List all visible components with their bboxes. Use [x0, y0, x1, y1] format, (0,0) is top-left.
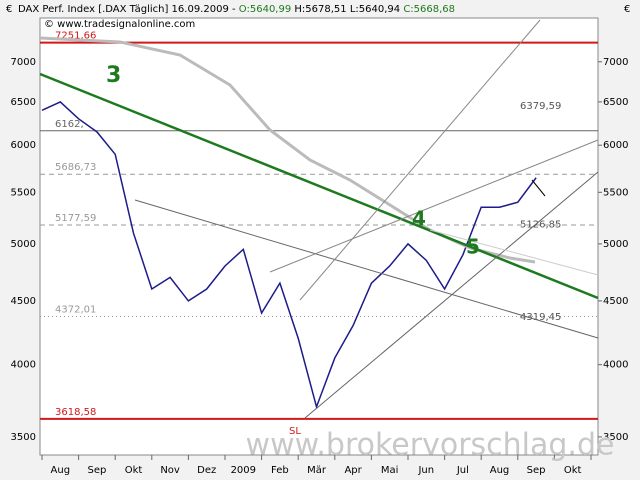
- level-label: 5177,59: [55, 213, 96, 224]
- high: H:5678,51: [294, 4, 346, 15]
- y-tick-label: 7000: [11, 57, 36, 68]
- y-tick-label: 5500: [11, 187, 36, 198]
- y-tick-label: 4500: [603, 296, 628, 307]
- y-tick-label: 3500: [603, 432, 628, 443]
- x-tick-label: Feb: [271, 465, 289, 476]
- title: DAX Perf. Index [.DAX Täglich] 16.09.200…: [18, 4, 455, 15]
- wave-label: 4: [412, 207, 426, 231]
- x-tick-label: Nov: [160, 465, 180, 476]
- y-tick-label: 5500: [603, 187, 628, 198]
- trend-line: [429, 229, 599, 276]
- x-tick-label: Sep: [527, 465, 546, 476]
- y-tick-label: 6000: [11, 140, 36, 151]
- x-tick-label: Mär: [307, 465, 327, 476]
- x-tick-label: Mai: [381, 465, 399, 476]
- title-text: DAX Perf. Index [.DAX Täglich] 16.09.200…: [18, 4, 236, 15]
- open: O:5640,99: [239, 4, 291, 15]
- level-label: 3618,58: [55, 407, 96, 418]
- x-tick-label: Aug: [490, 465, 510, 476]
- y-tick-label: 6000: [603, 140, 628, 151]
- x-tick-label: Apr: [344, 465, 362, 476]
- source: © www.tradesignalonline.com: [44, 19, 195, 30]
- wave-label: 5: [466, 235, 480, 259]
- currency: €: [624, 4, 630, 15]
- y-tick-label: 5000: [11, 239, 36, 250]
- x-tick-label: Okt: [125, 465, 143, 476]
- y-tick-label: 4000: [603, 360, 628, 371]
- x-tick-label: 2009: [231, 465, 256, 476]
- arrow: [531, 179, 546, 197]
- x-tick-label: Okt: [564, 465, 582, 476]
- low: L:5640,94: [350, 4, 400, 15]
- y-tick-label: 5000: [603, 239, 628, 250]
- trend-line: [299, 19, 541, 301]
- wave-label: 3: [106, 63, 121, 88]
- close: C:5668,68: [403, 4, 455, 15]
- y-tick-label: 6500: [11, 97, 36, 108]
- y-tick-label: 3500: [11, 432, 36, 443]
- x-tick-label: Aug: [51, 465, 71, 476]
- level-label: 6162,: [55, 119, 84, 130]
- y-tick-label: 4000: [11, 360, 36, 371]
- y-tick-label: 4500: [11, 296, 36, 307]
- level-label: 4372,01: [55, 305, 96, 316]
- y-tick-label: 7000: [603, 57, 628, 68]
- level-label: 4319,45: [520, 312, 561, 323]
- currency: €: [6, 4, 12, 15]
- trend-line: [134, 199, 599, 339]
- price-line: [41, 101, 537, 410]
- level-label: 5126,85: [520, 219, 561, 230]
- x-tick-label: Jun: [417, 465, 434, 476]
- plot-area: [39, 17, 599, 456]
- y-tick-label: 6500: [603, 97, 628, 108]
- level-label: 6379,59: [520, 101, 561, 112]
- x-tick-label: Sep: [87, 465, 106, 476]
- level-label: 7251,66: [55, 31, 96, 42]
- trend-line: [39, 72, 599, 300]
- trend-line: [304, 171, 599, 419]
- x-tick-label: Dez: [197, 465, 216, 476]
- watermark: www.brokervorschlag.de: [246, 428, 615, 463]
- trend-line: [269, 139, 599, 273]
- sl-label: SL: [289, 426, 301, 437]
- x-tick-label: Jul: [456, 465, 469, 476]
- level-label: 5686,73: [55, 162, 96, 173]
